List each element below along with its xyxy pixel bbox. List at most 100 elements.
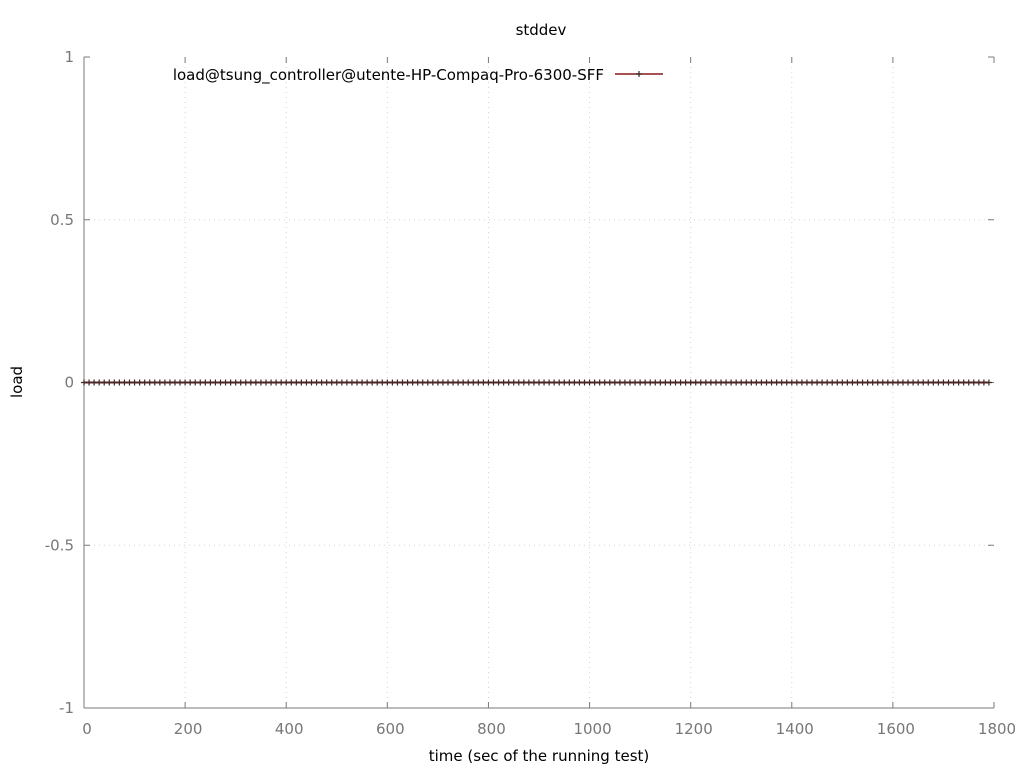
- data-point: [288, 379, 295, 386]
- data-point: [273, 379, 280, 386]
- data-point: [616, 379, 623, 386]
- data-point: [414, 379, 421, 386]
- data-point: [536, 379, 542, 386]
- x-tick-label: 0: [82, 720, 92, 738]
- data-point: [81, 379, 87, 386]
- data-point: [424, 379, 431, 386]
- data-point: [652, 379, 659, 386]
- data-point: [950, 379, 957, 386]
- data-point: [748, 379, 755, 386]
- data-point: [101, 379, 108, 386]
- data-point: [682, 379, 689, 386]
- data-point: [859, 379, 866, 386]
- data-point: [86, 379, 93, 386]
- data-point: [520, 379, 527, 386]
- data-point: [121, 379, 128, 386]
- data-point: [252, 379, 259, 386]
- data-point: [465, 379, 472, 386]
- data-point: [687, 379, 694, 386]
- data-point: [354, 379, 360, 386]
- data-point: [657, 379, 664, 386]
- data-point: [399, 379, 406, 386]
- data-point: [111, 379, 118, 386]
- data-point: [738, 379, 745, 386]
- data-point: [834, 379, 841, 386]
- data-point: [566, 379, 573, 386]
- data-point: [662, 379, 669, 386]
- data-point: [788, 379, 795, 386]
- x-tick-label: 1000: [573, 720, 611, 738]
- data-point: [940, 379, 947, 386]
- data-point: [485, 379, 492, 386]
- data-point: [394, 379, 401, 386]
- data-point: [778, 379, 785, 386]
- x-tick-label: 800: [477, 720, 506, 738]
- data-point: [809, 379, 815, 386]
- data-point: [768, 379, 775, 386]
- data-point: [753, 379, 760, 386]
- legend-label: load@tsung_controller@utente-HP-Compaq-P…: [173, 66, 604, 85]
- x-tick-label: 200: [174, 720, 203, 738]
- data-point: [606, 379, 613, 386]
- data-point: [475, 379, 482, 386]
- data-point: [116, 379, 123, 386]
- data-point: [323, 379, 330, 386]
- data-point: [874, 379, 881, 386]
- data-point: [490, 379, 497, 386]
- data-point: [379, 379, 386, 386]
- y-tick-label: -1: [59, 699, 74, 717]
- data-point: [824, 379, 831, 386]
- data-point: [374, 379, 381, 386]
- data-point: [177, 379, 184, 386]
- data-point: [829, 379, 836, 386]
- data-point: [409, 379, 416, 386]
- data-point: [247, 379, 254, 386]
- y-tick-label: 1: [64, 48, 74, 66]
- data-point: [783, 379, 790, 386]
- data-point: [627, 379, 633, 386]
- data-point: [333, 379, 340, 386]
- data-point: [965, 379, 972, 386]
- data-point: [384, 379, 391, 386]
- data-point: [308, 379, 315, 386]
- data-point: [712, 379, 719, 386]
- data-point: [571, 379, 578, 386]
- data-point: [359, 379, 366, 386]
- data-point: [915, 379, 922, 386]
- legend: load@tsung_controller@utente-HP-Compaq-P…: [173, 66, 663, 85]
- data-point: [126, 379, 133, 386]
- data-point: [546, 379, 553, 386]
- data-point: [601, 379, 608, 386]
- data-point: [985, 379, 992, 386]
- data-point: [854, 379, 861, 386]
- data-point: [450, 379, 457, 386]
- data-point: [197, 379, 204, 386]
- data-point: [864, 379, 871, 386]
- data-point: [161, 379, 168, 386]
- data-point: [510, 379, 517, 386]
- data-point: [667, 379, 674, 386]
- data-point: [970, 379, 977, 386]
- data-point: [803, 379, 810, 386]
- data-point: [763, 379, 770, 386]
- y-tick-label: 0.5: [50, 211, 74, 229]
- y-tick-label: 0: [64, 374, 74, 392]
- data-point: [975, 379, 982, 386]
- legend-marker: [636, 71, 642, 77]
- data-point: [283, 379, 290, 386]
- data-point: [955, 379, 962, 386]
- data-point: [637, 379, 644, 386]
- data-point: [182, 379, 189, 386]
- data-point: [798, 379, 805, 386]
- data-point: [692, 379, 699, 386]
- series-group: [81, 379, 992, 386]
- data-point: [621, 379, 628, 386]
- data-point: [151, 379, 158, 386]
- data-point: [541, 379, 548, 386]
- data-point: [96, 379, 103, 386]
- data-point: [298, 379, 305, 386]
- y-tick-label: -0.5: [45, 536, 74, 554]
- data-point: [91, 379, 98, 386]
- data-point: [576, 379, 583, 386]
